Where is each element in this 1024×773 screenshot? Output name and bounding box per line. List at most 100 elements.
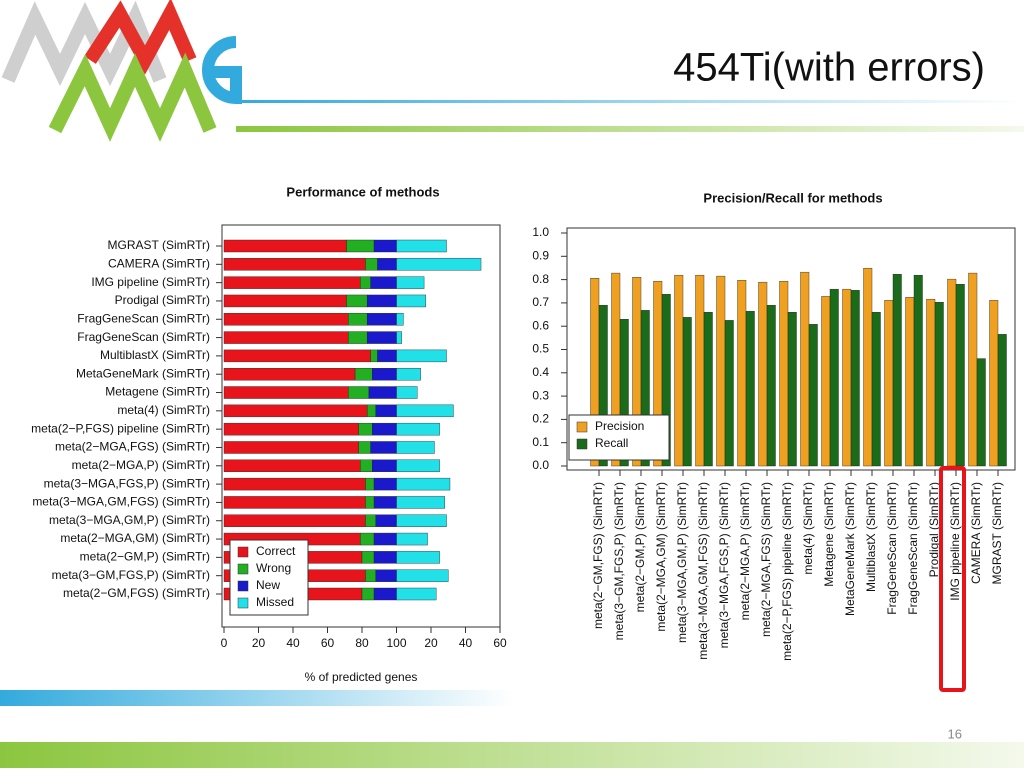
x-tick-label: 100 <box>386 636 406 650</box>
y-tick-label: 0.9 <box>532 248 549 262</box>
x-tick-label: 0 <box>221 636 228 650</box>
y-tick-label: IMG pipeline (SimRTr) <box>91 275 210 289</box>
x-tick-label: meta(3−MGA,FGS,P) (SimRTr) <box>717 482 731 648</box>
bar <box>913 274 923 467</box>
bar-segment <box>223 313 349 326</box>
bar-segment <box>370 349 378 363</box>
bar-segment <box>223 239 347 253</box>
y-tick-label: meta(2−MGA,GM) (SimRTr) <box>60 531 210 545</box>
bar-segment <box>373 551 397 564</box>
bar-segment <box>373 239 397 253</box>
bar <box>766 305 776 467</box>
bar <box>821 296 831 467</box>
y-tick-label: meta(2−GM,P) (SimRTr) <box>80 550 210 564</box>
bar-segment <box>223 422 359 436</box>
y-tick-label: meta(2−MGA,FGS) (SimRTr) <box>55 440 210 454</box>
x-tick-label: 40 <box>286 636 300 650</box>
y-tick-label: 1.0 <box>532 225 549 239</box>
bar-segment <box>366 313 397 326</box>
legend-swatch <box>237 597 249 609</box>
bar-segment <box>361 551 375 564</box>
bar-segment <box>396 441 435 454</box>
bar <box>703 312 713 467</box>
bar <box>808 324 818 467</box>
highlight-box <box>939 466 966 692</box>
x-tick-label: meta(2−GM,P) (SimRTr) <box>633 482 647 612</box>
y-tick-label: 0.0 <box>532 458 549 472</box>
legend-swatch <box>237 546 249 558</box>
x-tick-label: MultiblastX (SimRTr) <box>864 482 878 592</box>
legend-label: Correct <box>256 544 296 558</box>
y-tick-label: Metagene (SimRTr) <box>105 385 210 399</box>
y-tick-label: meta(2−MGA,P) (SimRTr) <box>72 458 210 472</box>
bar <box>695 274 705 467</box>
bar <box>779 281 789 467</box>
bar <box>934 302 944 467</box>
legend-swatch <box>576 438 588 450</box>
bar-segment <box>346 239 375 253</box>
x-tick-label: Metagene (SimRTr) <box>822 482 836 587</box>
chart-title: Precision/Recall for methods <box>703 190 882 205</box>
bar-segment <box>396 514 447 527</box>
bar-segment <box>223 404 368 418</box>
bar-segment <box>373 587 397 601</box>
bar-segment <box>372 459 397 472</box>
bar-segment <box>396 587 437 601</box>
legend-swatch <box>576 421 588 433</box>
x-tick-label: meta(3−MGA,GM,P) (SimRTr) <box>675 482 689 643</box>
legend-swatch <box>237 580 249 592</box>
bar-segment <box>223 386 349 399</box>
bar <box>947 278 957 467</box>
bar <box>745 311 755 467</box>
title-rule <box>236 126 1024 132</box>
legend-label: Precision <box>595 419 644 433</box>
bar-segment <box>366 294 397 308</box>
y-tick-label: meta(3−MGA,GM,P) (SimRTr) <box>49 513 210 527</box>
bar-segment <box>396 459 440 472</box>
bar <box>884 300 894 467</box>
bar-segment <box>348 331 368 344</box>
bar <box>955 284 965 467</box>
bar-segment <box>361 587 375 601</box>
bar <box>682 317 692 467</box>
bar <box>997 334 1007 467</box>
y-tick-label: MGRAST (SimRTr) <box>108 238 210 252</box>
bar <box>905 297 915 467</box>
bar-segment <box>360 532 375 546</box>
x-tick-label: MGRAST (SimRTr) <box>990 482 1004 584</box>
bar <box>619 319 629 467</box>
x-tick-label: meta(2−GM,FGS) (SimRTr) <box>591 482 605 629</box>
bar-segment <box>396 532 428 546</box>
bar <box>863 267 873 467</box>
x-tick-label: meta(4) (SimRTr) <box>801 482 815 575</box>
bar <box>800 271 810 467</box>
x-tick-label: 60 <box>321 636 335 650</box>
bar-segment <box>358 422 373 436</box>
bar-segment <box>373 496 397 509</box>
x-axis-label: % of predicted genes <box>305 670 418 684</box>
bar <box>661 294 671 467</box>
bar-segment <box>366 331 397 344</box>
bar-segment <box>358 441 371 454</box>
x-tick-label: meta(2−MGA,P) (SimRTr) <box>738 482 752 620</box>
x-tick-label: 80 <box>355 636 369 650</box>
legend-label: Recall <box>595 436 628 450</box>
legend-swatch <box>237 563 249 575</box>
x-tick-label: 60 <box>493 636 507 650</box>
bar-segment <box>365 258 378 271</box>
bar-segment <box>396 239 447 253</box>
bar-segment <box>368 386 397 399</box>
bar-segment <box>223 441 359 454</box>
bar <box>892 274 902 467</box>
bar-segment <box>348 386 370 399</box>
bar <box>716 275 726 467</box>
bar <box>737 280 747 467</box>
x-tick-label: FragGeneScan (SimRTr) <box>885 482 899 615</box>
bar <box>598 305 608 467</box>
bar <box>850 290 860 467</box>
bar-segment <box>396 404 454 418</box>
x-tick-label: meta(3−MGA,GM,FGS) (SimRTr) <box>696 482 710 660</box>
x-tick-label: meta(2−MGA,GM) (SimRTr) <box>654 482 668 632</box>
x-tick-label: 20 <box>252 636 266 650</box>
